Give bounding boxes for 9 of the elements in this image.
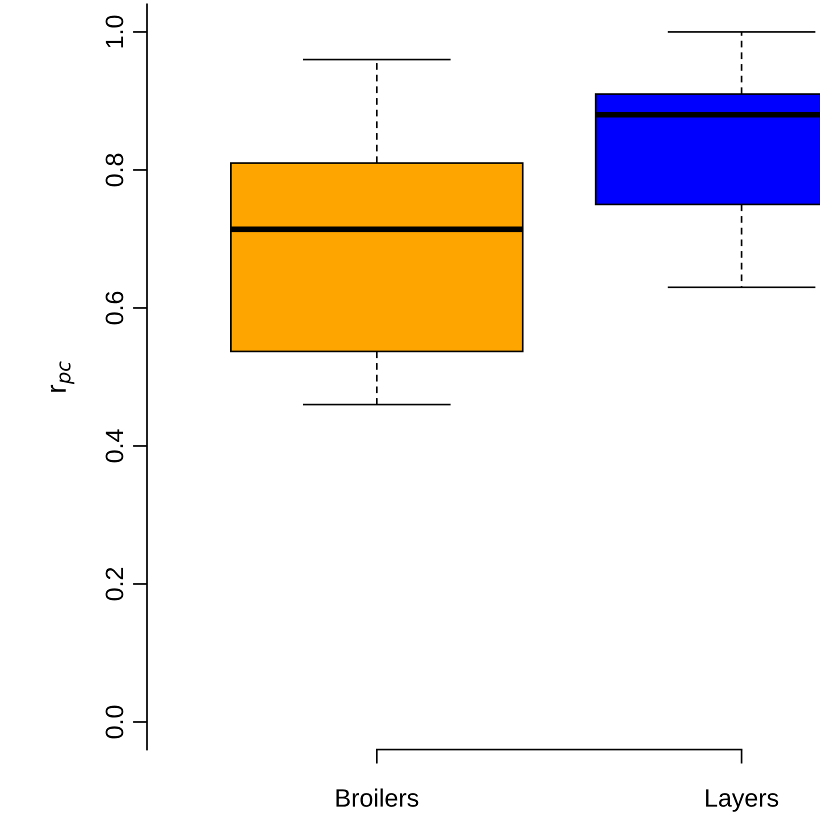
y-axis-title: r$_{pc}$: [50, 361, 74, 392]
y-tick-label: 0.4: [106, 429, 124, 462]
x-tick-label: Broilers: [336, 788, 418, 807]
y-tick-label: 0.6: [106, 292, 124, 324]
y-tick-label: 0.2: [106, 568, 124, 600]
x-tick-label: Layers: [706, 789, 778, 812]
y-tick-label: 1.0: [106, 16, 124, 48]
y-tick-label: 0.0: [106, 706, 124, 738]
y-tick-label: 0.8: [106, 154, 124, 186]
